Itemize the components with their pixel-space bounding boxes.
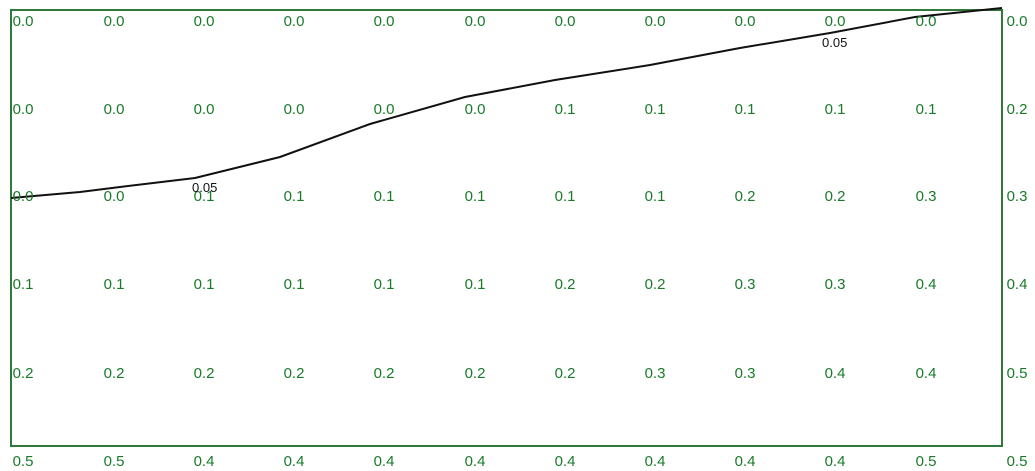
contour-label: 0.05 [822, 35, 847, 50]
cell-value: 0.5 [1007, 453, 1028, 470]
contour-label: 0.05 [192, 180, 217, 195]
grid-values: 0.0 0.0 0.0 0.0 0.0 0.0 0.0 0.0 0.0 0.0 0.0 0.0 0.0 0… [13, 13, 1028, 470]
cell-value: 0.5 [1007, 365, 1028, 382]
cell-value: 0.0 [1007, 13, 1028, 30]
cell-value: 0.0 [645, 13, 666, 30]
cell-value: 0.1 [284, 188, 305, 205]
cell-value: 0.4 [284, 453, 305, 470]
plot-frame [11, 10, 1002, 446]
cell-value: 0.2 [645, 276, 666, 293]
cell-value: 0.1 [916, 101, 937, 118]
cell-value: 0.0 [465, 101, 486, 118]
cell-value: 0.2 [1007, 101, 1028, 118]
cell-value: 0.0 [374, 101, 395, 118]
cell-value: 0.2 [284, 365, 305, 382]
cell-value: 0.4 [735, 453, 756, 470]
cell-value: 0.0 [13, 13, 34, 30]
cell-value: 0.1 [194, 276, 215, 293]
cell-value: 0.4 [916, 276, 937, 293]
cell-value: 0.3 [735, 365, 756, 382]
cell-value: 0.0 [194, 13, 215, 30]
cell-value: 0.0 [284, 101, 305, 118]
cell-value: 0.0 [465, 13, 486, 30]
cell-value: 0.3 [735, 276, 756, 293]
cell-value: 0.1 [555, 188, 576, 205]
cell-value: 0.1 [825, 101, 846, 118]
cell-value: 0.1 [645, 188, 666, 205]
cell-value: 0.0 [104, 188, 125, 205]
cell-value: 0.0 [284, 13, 305, 30]
cell-value: 0.0 [13, 188, 34, 205]
cell-value: 0.3 [645, 365, 666, 382]
cell-value: 0.3 [825, 276, 846, 293]
cell-value: 0.3 [1007, 188, 1028, 205]
cell-value: 0.4 [555, 453, 576, 470]
cell-value: 0.1 [13, 276, 34, 293]
cell-value: 0.4 [465, 453, 486, 470]
cell-value: 0.0 [825, 13, 846, 30]
cell-value: 0.4 [645, 453, 666, 470]
cell-value: 0.0 [104, 101, 125, 118]
cell-value: 0.0 [916, 13, 937, 30]
cell-value: 0.2 [194, 365, 215, 382]
cell-value: 0.2 [104, 365, 125, 382]
cell-value: 0.1 [284, 276, 305, 293]
cell-value: 0.0 [13, 101, 34, 118]
cell-value: 0.4 [374, 453, 395, 470]
cell-value: 0.1 [374, 188, 395, 205]
cell-value: 0.2 [555, 276, 576, 293]
cell-value: 0.0 [194, 101, 215, 118]
cell-value: 0.2 [465, 365, 486, 382]
cell-value: 0.1 [465, 276, 486, 293]
cell-value: 0.4 [1007, 276, 1028, 293]
cell-value: 0.4 [825, 453, 846, 470]
cell-value: 0.0 [104, 13, 125, 30]
cell-value: 0.5 [104, 453, 125, 470]
contour-line-0-05 [11, 8, 1002, 198]
cell-value: 0.1 [735, 101, 756, 118]
cell-value: 0.0 [374, 13, 395, 30]
cell-value: 0.2 [13, 365, 34, 382]
cell-value: 0.4 [916, 365, 937, 382]
cell-value: 0.4 [825, 365, 846, 382]
cell-value: 0.5 [916, 453, 937, 470]
cell-value: 0.5 [13, 453, 34, 470]
cell-value: 0.2 [735, 188, 756, 205]
cell-value: 0.1 [465, 188, 486, 205]
cell-value: 0.4 [194, 453, 215, 470]
cell-value: 0.3 [916, 188, 937, 205]
cell-value: 0.1 [374, 276, 395, 293]
cell-value: 0.2 [825, 188, 846, 205]
cell-value: 0.2 [374, 365, 395, 382]
cell-value: 0.1 [645, 101, 666, 118]
cell-value: 0.1 [104, 276, 125, 293]
cell-value: 0.1 [555, 101, 576, 118]
cell-value: 0.2 [555, 365, 576, 382]
cell-value: 0.0 [555, 13, 576, 30]
cell-value: 0.0 [735, 13, 756, 30]
